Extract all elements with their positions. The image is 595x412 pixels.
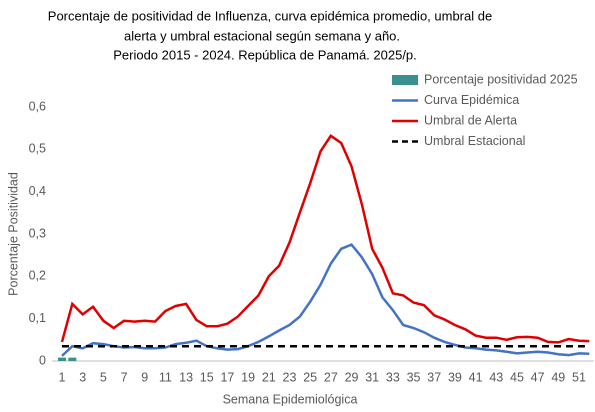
y-axis-label: Porcentaje Positividad bbox=[6, 172, 20, 296]
x-tick-label: 3 bbox=[79, 370, 86, 384]
x-tick-label: 27 bbox=[324, 370, 338, 384]
legend-label: Porcentaje positividad 2025 bbox=[424, 72, 578, 86]
legend-swatch bbox=[392, 75, 418, 85]
x-tick-label: 21 bbox=[262, 370, 276, 384]
y-tick-label: 0,4 bbox=[29, 184, 46, 198]
line-series bbox=[60, 134, 590, 344]
y-tick-label: 0 bbox=[39, 353, 46, 367]
legend-label: Umbral de Alerta bbox=[424, 113, 517, 127]
x-tick-label: 45 bbox=[510, 370, 524, 384]
x-tick-label: 23 bbox=[283, 370, 297, 384]
x-tick-label: 43 bbox=[489, 370, 503, 384]
y-tick-label: 0,5 bbox=[29, 142, 46, 156]
bar bbox=[58, 357, 66, 361]
line-series bbox=[61, 243, 590, 357]
y-tick-label: 0,1 bbox=[29, 311, 46, 325]
x-tick-label: 19 bbox=[241, 370, 255, 384]
x-axis-label: Semana Epidemiológica bbox=[223, 392, 358, 406]
x-tick-label: 17 bbox=[220, 370, 234, 384]
x-tick-label: 51 bbox=[572, 370, 586, 384]
x-tick-label: 25 bbox=[303, 370, 317, 384]
legend-label: Curva Epidémica bbox=[424, 93, 519, 107]
chart-title: Periodo 2015 - 2024. República de Panamá… bbox=[113, 47, 417, 62]
x-tick-label: 47 bbox=[531, 370, 545, 384]
x-tick-label: 37 bbox=[427, 370, 441, 384]
x-tick-label: 1 bbox=[59, 370, 66, 384]
x-tick-label: 13 bbox=[179, 370, 193, 384]
x-tick-label: 33 bbox=[386, 370, 400, 384]
x-tick-label: 49 bbox=[551, 370, 565, 384]
x-tick-label: 39 bbox=[448, 370, 462, 384]
x-tick-label: 35 bbox=[407, 370, 421, 384]
x-tick-label: 41 bbox=[469, 370, 483, 384]
y-tick-label: 0,6 bbox=[29, 99, 46, 113]
y-tick-label: 0,3 bbox=[29, 226, 46, 240]
y-tick-label: 0,2 bbox=[29, 269, 46, 283]
x-tick-label: 5 bbox=[100, 370, 107, 384]
chart-title: Porcentaje de positividad de Influenza, … bbox=[48, 8, 492, 23]
x-tick-label: 9 bbox=[141, 370, 148, 384]
bar bbox=[68, 357, 77, 361]
x-tick-label: 29 bbox=[345, 370, 359, 384]
legend-label: Umbral Estacional bbox=[424, 134, 525, 148]
x-tick-label: 7 bbox=[121, 370, 128, 384]
x-tick-label: 31 bbox=[365, 370, 379, 384]
chart-title: alerta y umbral estacional según semana … bbox=[124, 28, 400, 43]
x-tick-label: 11 bbox=[159, 370, 172, 384]
x-tick-label: 15 bbox=[200, 370, 214, 384]
